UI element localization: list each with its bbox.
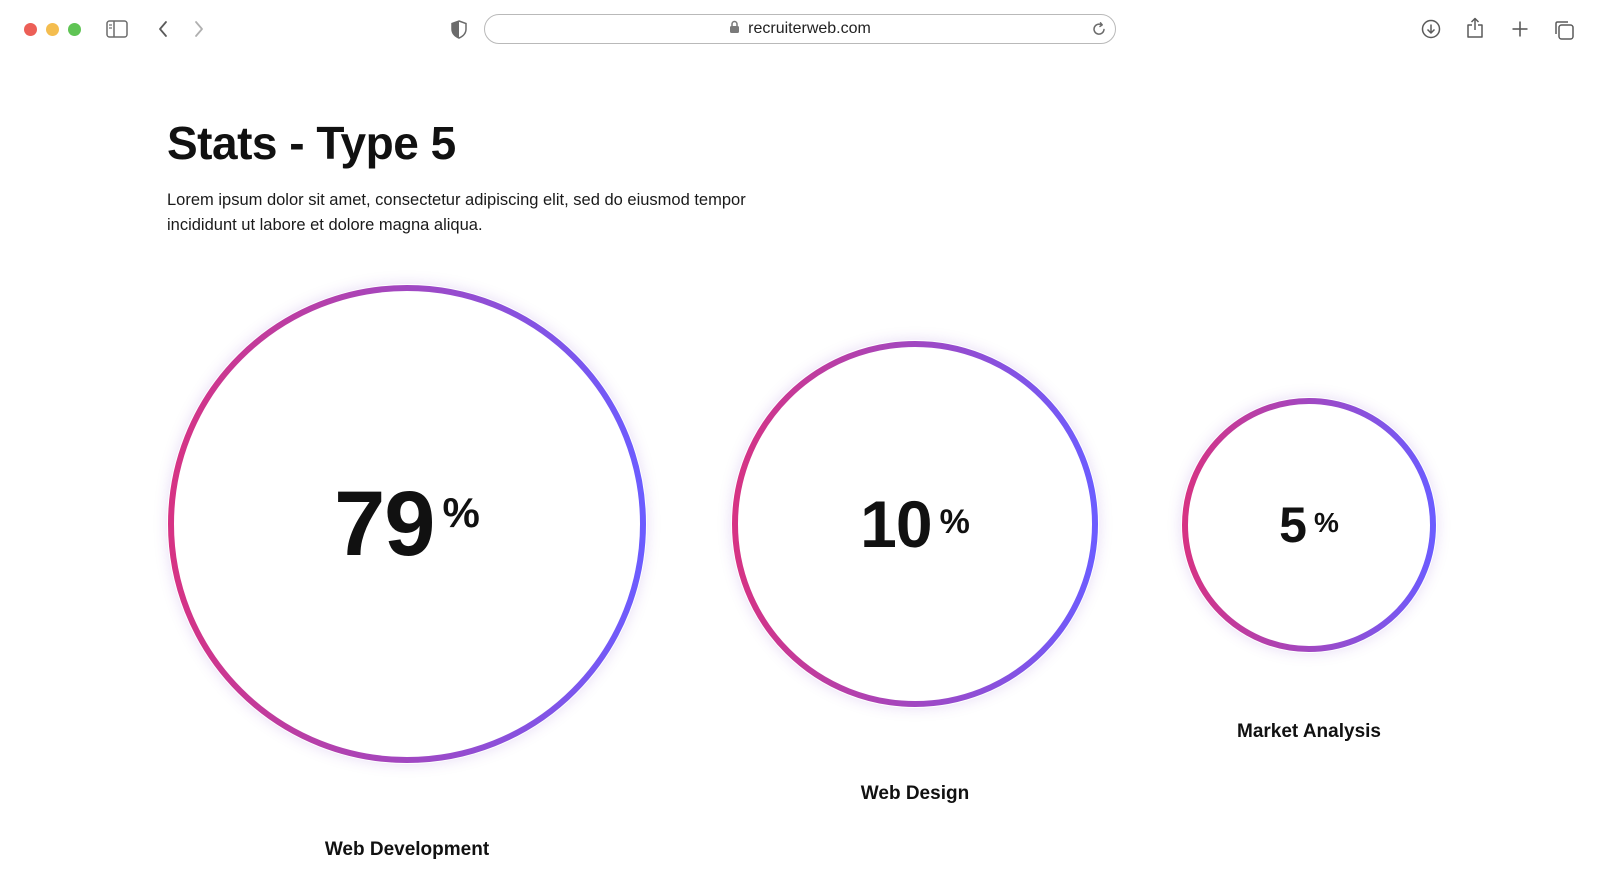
stat-number: 5 (1279, 497, 1307, 553)
stat-number: 79 (334, 472, 435, 575)
page-description: Lorem ipsum dolor sit amet, consectetur … (167, 191, 746, 234)
minimize-window-button[interactable] (46, 23, 59, 36)
stat-number: 10 (860, 487, 932, 561)
lock-icon (729, 20, 740, 39)
page-title: Stats - Type 5 (167, 117, 456, 169)
stat-label: Market Analysis (1237, 721, 1381, 742)
share-icon[interactable] (1466, 17, 1484, 39)
stat-value: 5 % (1181, 397, 1437, 653)
ring-outline (1182, 398, 1436, 652)
stat-value: 79 % (167, 284, 647, 764)
close-window-button[interactable] (24, 23, 37, 36)
stat-unit: % (1313, 507, 1339, 538)
stat-label: Web Development (324, 839, 490, 860)
maximize-window-button[interactable] (68, 23, 81, 36)
stat-market-analysis: 5 % Market Analysis (1181, 397, 1437, 742)
sidebar-icon[interactable] (106, 20, 128, 38)
page-content: Stats - Type 5 Lorem ipsum dolor sit ame… (0, 58, 1600, 896)
ring-outline (732, 341, 1098, 707)
stat-ring: 10 % (731, 340, 1099, 708)
chevron-left-icon[interactable] (157, 20, 169, 38)
shield-icon[interactable] (451, 20, 467, 39)
stat-unit: % (442, 489, 480, 536)
browser-toolbar: recruiterweb.com (0, 0, 1600, 58)
address-bar[interactable]: recruiterweb.com (484, 14, 1116, 44)
url-text: recruiterweb.com (748, 20, 871, 37)
stat-value: 10 % (731, 340, 1099, 708)
download-icon[interactable] (1421, 19, 1441, 39)
stat-web-development: 79 % Web Development (167, 284, 647, 860)
ring-outline (168, 285, 646, 763)
stat-ring: 5 % (1181, 397, 1437, 653)
reload-icon[interactable] (1091, 21, 1107, 42)
stat-label: Web Design (860, 783, 970, 804)
plus-icon[interactable] (1511, 20, 1529, 38)
stat-unit: % (939, 502, 970, 541)
chevron-right-icon[interactable] (193, 20, 205, 38)
stat-web-design: 10 % Web Design (731, 340, 1099, 804)
stat-ring: 79 % (167, 284, 647, 764)
tabs-overview-icon[interactable] (1553, 19, 1575, 41)
